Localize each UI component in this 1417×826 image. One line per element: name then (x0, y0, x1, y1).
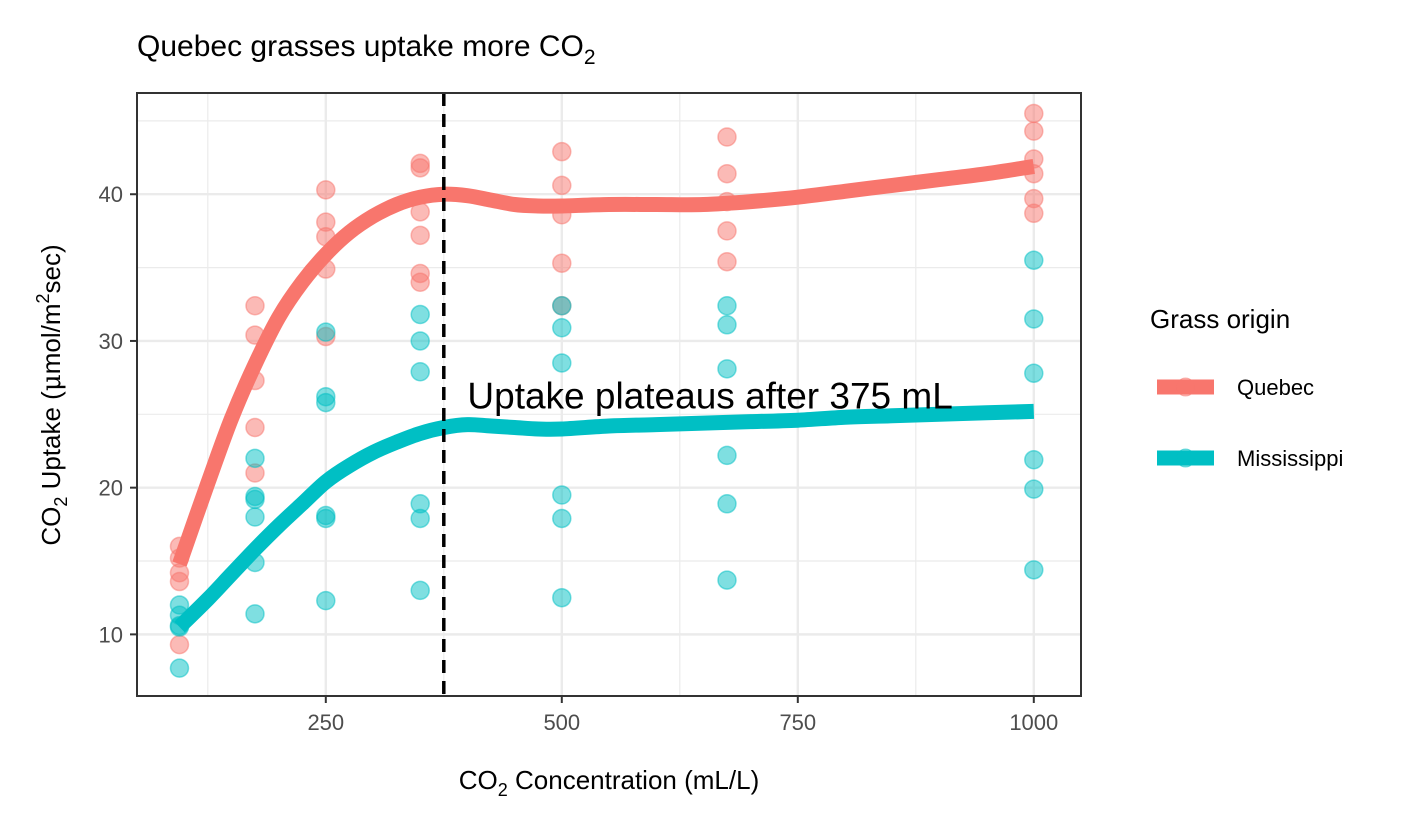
data-point-mississippi (245, 507, 265, 527)
data-point-mississippi (1024, 560, 1044, 580)
data-point-quebec (552, 141, 572, 162)
y-axis-title-superscript: 2 (33, 293, 53, 303)
smooth-line-quebec (172, 158, 1035, 567)
data-point-mississippi (552, 317, 572, 338)
data-point-mississippi (410, 580, 430, 601)
legend-key-quebec (1157, 377, 1214, 397)
data-point-mississippi (410, 331, 430, 351)
data-point-mississippi (245, 489, 265, 510)
data-point-quebec (245, 417, 265, 438)
data-point-quebec (717, 163, 737, 184)
smooth-line-mississippi (174, 403, 1034, 633)
data-point-quebec (1024, 103, 1044, 124)
data-point-mississippi (245, 604, 265, 624)
data-point-quebec (717, 221, 737, 241)
x-tick-label: 1000 (1009, 710, 1058, 735)
data-point-mississippi (552, 485, 572, 505)
x-tick-label: 750 (779, 710, 816, 735)
chart-title: Quebec grasses uptake more CO2 (137, 30, 596, 69)
y-tick-label: 10 (99, 622, 123, 647)
data-point-quebec (316, 180, 336, 200)
y-axis: 10 20 30 40 (99, 182, 137, 647)
data-point-quebec (410, 225, 430, 246)
data-point-mississippi (1024, 450, 1044, 470)
data-point-mississippi (552, 508, 572, 529)
data-point-mississippi (410, 362, 430, 382)
data-point-mississippi (410, 508, 430, 529)
chart-title-subscript: 2 (584, 46, 596, 69)
x-axis-title-subscript: 2 (498, 780, 508, 800)
x-axis: 250 500 750 1000 (307, 696, 1058, 735)
legend-label-quebec: Quebec (1237, 375, 1314, 400)
legend: Grass origin Quebec Mississippi (1150, 304, 1343, 471)
data-point-quebec (717, 251, 737, 272)
data-point-mississippi (717, 295, 737, 316)
data-point-mississippi (717, 570, 737, 590)
legend-key-mississippi (1157, 448, 1214, 468)
y-tick-label: 20 (99, 476, 123, 501)
data-point-mississippi (717, 445, 737, 466)
mu-symbol: μ (37, 374, 67, 391)
data-point-mississippi (316, 322, 336, 342)
data-point-mississippi (316, 590, 336, 611)
data-point-mississippi (1024, 479, 1044, 499)
legend-label-mississippi: Mississippi (1237, 446, 1343, 471)
data-point-quebec (717, 127, 737, 147)
data-point-quebec (552, 253, 572, 273)
y-axis-title-subscript: 2 (51, 497, 71, 507)
data-point-mississippi (1024, 250, 1044, 271)
data-point-mississippi (717, 359, 737, 379)
data-point-mississippi (316, 508, 336, 529)
data-point-mississippi (552, 353, 572, 373)
data-point-mississippi (1024, 363, 1044, 383)
data-point-mississippi (245, 448, 265, 469)
data-point-mississippi (316, 392, 336, 413)
data-point-mississippi (552, 295, 572, 316)
y-tick-label: 30 (99, 329, 123, 354)
legend-key-point (1176, 448, 1195, 468)
data-point-quebec (410, 158, 430, 178)
data-point-quebec (552, 175, 572, 196)
x-tick-label: 250 (307, 710, 344, 735)
x-tick-label: 500 (543, 710, 580, 735)
smooth-lines (172, 158, 1035, 633)
y-tick-label: 40 (99, 182, 123, 207)
data-point-mississippi (1024, 309, 1044, 329)
data-point-mississippi (717, 494, 737, 514)
data-point-mississippi (410, 304, 430, 325)
data-point-quebec (245, 295, 265, 316)
data-point-mississippi (169, 658, 190, 678)
plot-border (136, 92, 1082, 697)
data-point-mississippi (552, 587, 572, 608)
plateau-annotation: Uptake plateaus after 375 mL (467, 375, 952, 416)
legend-title: Grass origin (1150, 304, 1290, 334)
data-point-quebec (169, 634, 190, 655)
x-axis-title: CO2 Concentration (mL/L) (459, 765, 759, 800)
data-point-quebec (1024, 121, 1044, 141)
data-point-quebec (1024, 203, 1044, 224)
data-point-quebec (169, 571, 190, 592)
y-axis-title: CO2 Uptake (μmol/m2sec) (33, 244, 71, 545)
data-point-quebec (410, 272, 430, 293)
legend-key-point (1176, 377, 1195, 397)
data-point-mississippi (717, 315, 737, 335)
